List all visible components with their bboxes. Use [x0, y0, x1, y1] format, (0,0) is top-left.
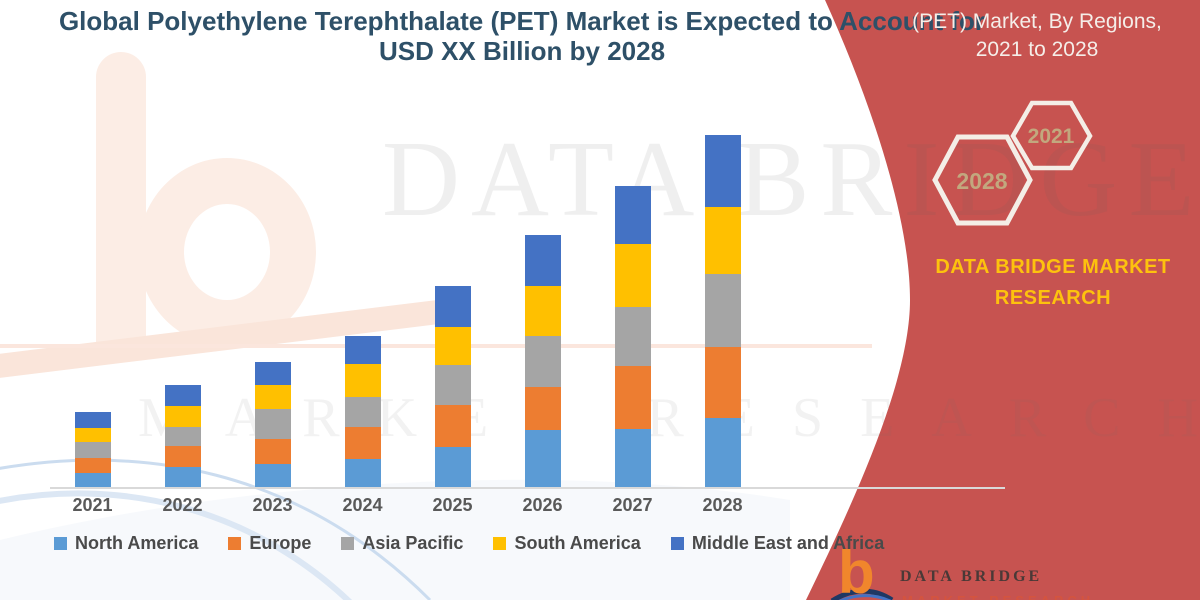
legend-label: Asia Pacific [362, 533, 464, 553]
bar-segment-2023-middle-east-and-africa [254, 362, 291, 385]
bar-segment-2028-middle-east-and-africa [704, 135, 741, 207]
legend-item-north-america: North America [54, 533, 198, 554]
bar-segment-2028-asia-pacific [704, 274, 741, 347]
bar-segment-2027-south-america [614, 244, 651, 307]
bar-segment-2027-middle-east-and-africa [614, 186, 651, 244]
x-axis-label-2023: 2023 [252, 495, 293, 515]
bar-segment-2022-asia-pacific [164, 427, 201, 446]
legend-swatch-europe [228, 537, 242, 550]
bar-segment-2024-south-america [344, 364, 381, 397]
chart-title-line1: Global Polyethylene Terephthalate (PET) … [58, 6, 986, 36]
bar-segment-2028-north-america [704, 418, 741, 487]
bar-segment-2025-middle-east-and-africa [434, 286, 471, 327]
hexagon-2021 [1010, 100, 1093, 171]
bar-segment-2022-middle-east-and-africa [164, 385, 201, 406]
watermark-b-stem [96, 52, 146, 360]
bar-segment-2026-north-america [524, 430, 561, 487]
brand-line2: RESEARCH [994, 287, 1112, 309]
swoosh-arc-1 [0, 458, 432, 600]
hexagon-2021-label: 2021 [1028, 125, 1075, 148]
hexagon-2028 [932, 134, 1033, 226]
bar-segment-2024-asia-pacific [344, 397, 381, 427]
bar-segment-2027-asia-pacific [614, 307, 651, 366]
legend-swatch-middle-east-and-africa [670, 537, 684, 550]
legend-item-europe: Europe [228, 533, 311, 554]
bar-segment-2022-south-america [164, 406, 201, 427]
legend-swatch-south-america [493, 537, 507, 550]
bar-segment-2026-asia-pacific [524, 336, 561, 387]
red-banner-shape [806, 0, 1200, 600]
footer-swoosh-navy [830, 588, 894, 600]
brand-line1: DATA BRIDGE MARKET [935, 256, 1171, 278]
bar-segment-2025-south-america [434, 327, 471, 365]
bar-segment-2023-europe [254, 439, 291, 464]
legend-label: South America [514, 533, 641, 553]
legend-item-middle-east-and-africa: Middle East and Africa [670, 533, 885, 554]
x-axis-label-2025: 2025 [432, 495, 473, 515]
legend-label: North America [75, 533, 199, 553]
footer-logo-subtext: MARKET RESEARCH [902, 593, 1094, 600]
bar-segment-2023-south-america [254, 385, 291, 409]
x-axis-label-2021: 2021 [72, 495, 113, 515]
chart-legend: North America Europe Asia Pacific South Ame… [54, 533, 884, 554]
bar-segment-2021-south-america [74, 428, 111, 442]
x-axis-line [50, 487, 1005, 489]
banner-heading: (PET) Market, By Regions, 2021 to 2028 [872, 8, 1200, 64]
bar-segment-2024-north-america [344, 459, 381, 487]
watermark-data-bridge-text: DATA BRIDGE [382, 120, 1200, 239]
banner-heading-line1: (PET) Market, By Regions, [912, 10, 1162, 33]
x-axis-label-2024: 2024 [342, 495, 383, 515]
bar-segment-2026-europe [524, 387, 561, 430]
bar-segment-2026-middle-east-and-africa [524, 235, 561, 286]
bar-segment-2023-asia-pacific [254, 409, 291, 439]
x-axis-label-2027: 2027 [612, 495, 653, 515]
brand-text-block: DATA BRIDGE MARKET RESEARCH [898, 252, 1200, 314]
bar-segment-2024-middle-east-and-africa [344, 336, 381, 364]
legend-swatch-asia-pacific [341, 537, 355, 550]
banner-heading-line2: 2021 to 2028 [975, 38, 1099, 61]
x-axis-label-2026: 2026 [522, 495, 563, 515]
bar-segment-2021-north-america [74, 473, 111, 487]
legend-label: Middle East and Africa [691, 533, 885, 553]
bar-segment-2021-asia-pacific [74, 442, 111, 458]
hexagon-2028-label: 2028 [956, 168, 1007, 194]
bar-segment-2022-europe [164, 446, 201, 467]
bar-segment-2025-europe [434, 405, 471, 447]
chart-title-line2: USD XX Billion by 2028 [378, 36, 666, 66]
legend-item-asia-pacific: Asia Pacific [341, 533, 463, 554]
bar-segment-2021-middle-east-and-africa [74, 412, 111, 428]
bar-segment-2027-north-america [614, 429, 651, 487]
bar-segment-2024-europe [344, 427, 381, 459]
bar-segment-2028-south-america [704, 207, 741, 274]
watermark-market-research-text: MARKET RESEARCH [138, 387, 1200, 449]
bar-segment-2028-europe [704, 347, 741, 418]
x-axis-label-2028: 2028 [702, 495, 743, 515]
footer-swoosh-blue [838, 594, 892, 600]
bar-segment-2022-north-america [164, 467, 201, 487]
x-axis-label-2022: 2022 [162, 495, 203, 515]
bar-segment-2026-south-america [524, 286, 561, 336]
bar-segment-2023-north-america [254, 464, 291, 487]
bar-segment-2021-europe [74, 458, 111, 473]
legend-swatch-north-america [54, 537, 67, 550]
chart-title: Global Polyethylene Terephthalate (PET) … [12, 6, 1032, 66]
bar-segment-2025-north-america [434, 447, 471, 487]
bar-segment-2025-asia-pacific [434, 365, 471, 405]
legend-label: Europe [249, 533, 312, 553]
footer-logo-name: DATA BRIDGE [900, 568, 1043, 585]
footer-logo-b-glyph: b [838, 539, 875, 600]
swoosh-arc-2 [0, 490, 352, 600]
legend-item-south-america: South America [493, 533, 641, 554]
bar-segment-2027-europe [614, 366, 651, 429]
